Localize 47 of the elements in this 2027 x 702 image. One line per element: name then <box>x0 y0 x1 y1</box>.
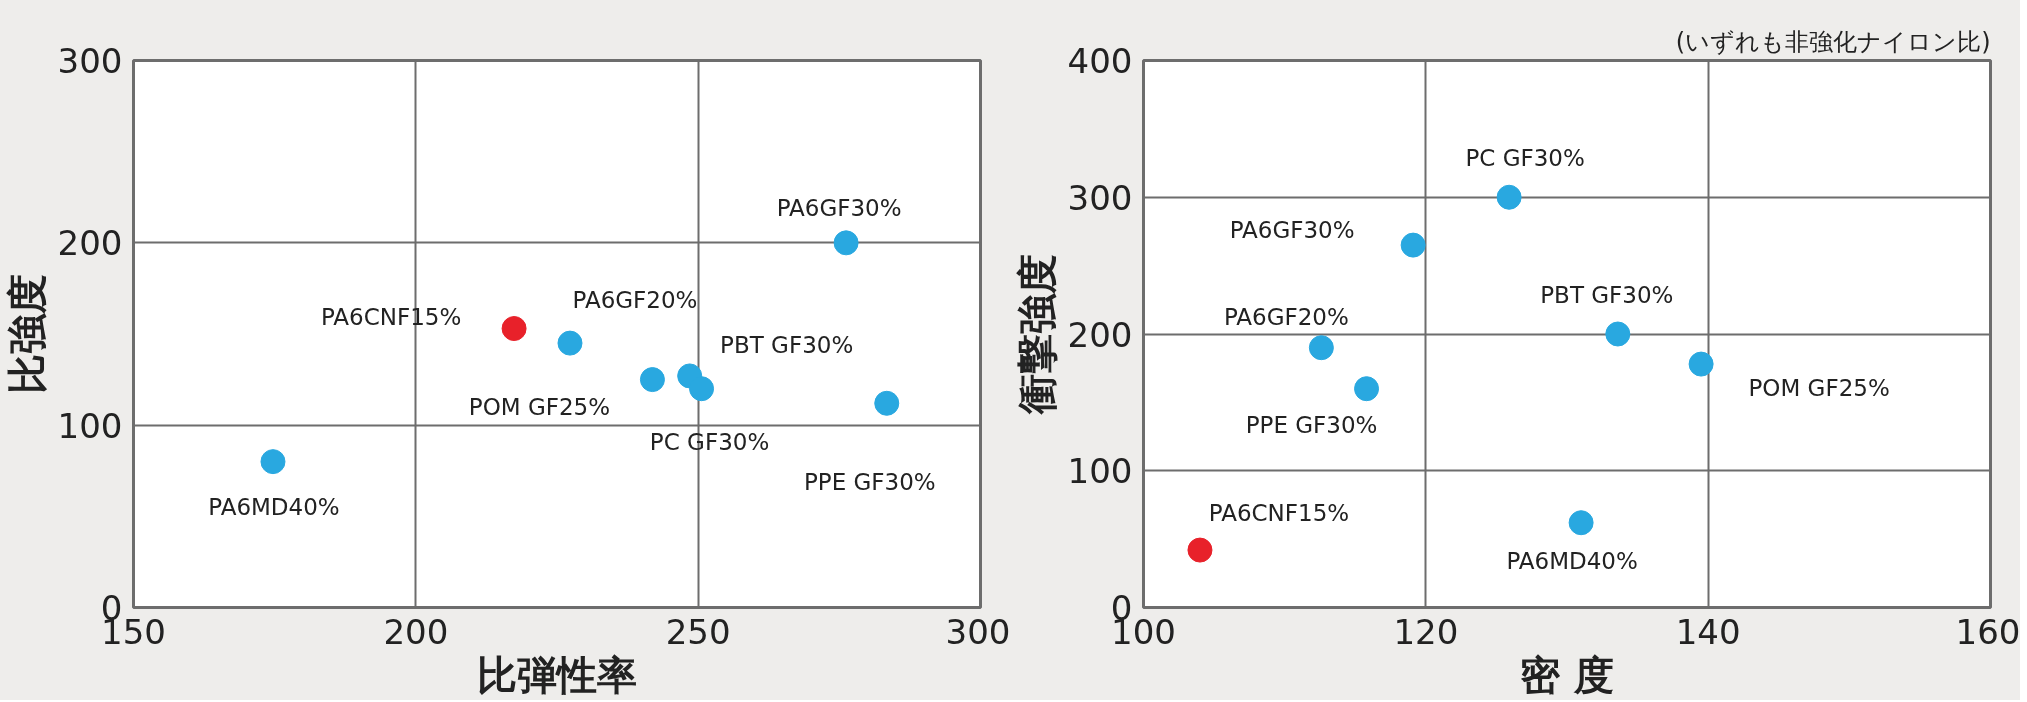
series-label: PA6MD40% <box>208 493 340 520</box>
x-axis-title: 密 度 <box>1520 651 1614 698</box>
x-tick-label: 250 <box>665 611 731 652</box>
series-label: PC GF30% <box>1465 145 1585 172</box>
point <box>557 330 583 356</box>
series-label: PA6GF20% <box>1223 303 1349 330</box>
point <box>833 230 859 256</box>
y-tick-label: 300 <box>1067 177 1133 218</box>
y-tick-label: 300 <box>57 41 123 81</box>
point <box>260 449 286 475</box>
x-tick-label: 120 <box>1393 611 1459 652</box>
chart-subtitle: (いずれも非強化ナイロン比) <box>1675 27 1991 56</box>
y-tick-label: 200 <box>1067 314 1133 355</box>
x-tick-label: 160 <box>1955 611 2021 652</box>
point <box>1496 184 1522 210</box>
series-label: PBT GF30% <box>1540 282 1674 308</box>
point <box>501 316 527 342</box>
series-label: POM GF25% <box>1748 375 1890 402</box>
series-label: POM GF25% <box>468 393 611 420</box>
point <box>1688 351 1714 377</box>
x-tick-label: 200 <box>383 611 449 652</box>
series-label: PA6GF30% <box>776 194 902 221</box>
series-label: PA6GF20% <box>572 287 698 314</box>
series-label: PA6MD40% <box>1506 547 1638 574</box>
y-tick-label: 100 <box>1067 451 1133 492</box>
y-axis-title: 衝撃強度 <box>1013 254 1060 415</box>
x-tick-label: 300 <box>945 611 1011 652</box>
point <box>639 367 665 393</box>
point <box>1187 537 1213 563</box>
y-tick-label: 100 <box>57 405 123 446</box>
point <box>874 390 900 416</box>
series-label: PPE GF30% <box>1245 411 1378 438</box>
point <box>1400 232 1426 258</box>
y-axis-title: 比強度 <box>3 274 50 394</box>
point <box>1605 321 1631 347</box>
series-label: PA6CNF15% <box>1208 500 1350 527</box>
point <box>1308 335 1334 361</box>
x-tick-label: 140 <box>1675 611 1741 652</box>
text: PPE GF30% <box>803 469 936 496</box>
text: PA6GF30% <box>1229 217 1355 244</box>
y-tick-label: 200 <box>57 223 123 264</box>
x-axis-title: 比弾性率 <box>477 651 637 698</box>
series-label: PBT GF30% <box>720 331 854 358</box>
y-tick-label: 400 <box>1067 41 1133 81</box>
point <box>1354 376 1380 402</box>
point <box>1568 510 1594 536</box>
point <box>689 376 715 402</box>
